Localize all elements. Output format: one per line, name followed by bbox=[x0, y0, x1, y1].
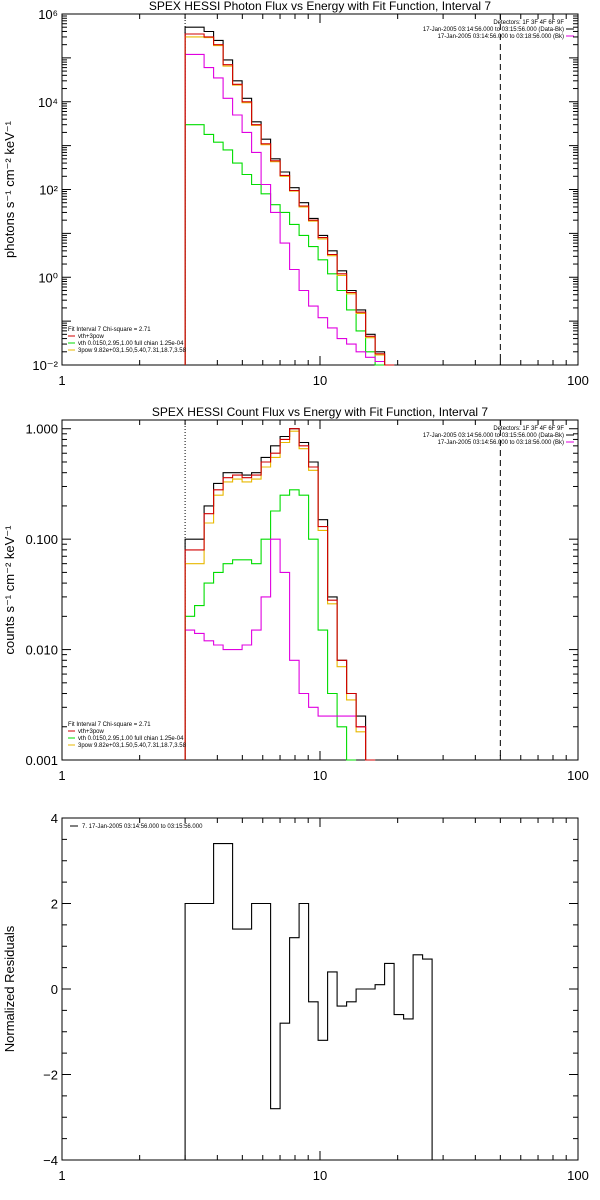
legend-entry: vth 0.0150,2.95,1.00 full chian 1.25e-04 bbox=[78, 341, 184, 347]
y-tick-label: 2 bbox=[51, 897, 58, 912]
y-tick-label: 1.000 bbox=[25, 422, 58, 437]
y-tick-label: 10⁻² bbox=[32, 358, 58, 373]
y-tick-label: 10⁶ bbox=[38, 7, 58, 22]
x-tick-label: 1 bbox=[58, 1168, 65, 1183]
legend-entry: 17-Jan-2005 03:14:56.000 to 03:18:56.000… bbox=[438, 440, 564, 446]
x-tick-label: 1 bbox=[58, 373, 65, 388]
legend-entry: 3pow 9.82e+03,1.50,5.40,7.31,18.7,3.58 bbox=[78, 348, 187, 354]
series-line-2 bbox=[184, 428, 376, 761]
x-tick-label: 100 bbox=[567, 1168, 589, 1183]
series-line-5 bbox=[184, 36, 395, 366]
chart-title: SPEX HESSI Photon Flux vs Energy with Fi… bbox=[149, 0, 491, 13]
legend-entry: 17-Jan-2005 03:14:56.000 to 03:15:56.000… bbox=[423, 27, 564, 33]
legend-entry: vth+3pow bbox=[78, 334, 105, 340]
series-line-4 bbox=[184, 538, 376, 761]
y-tick-label: 0.100 bbox=[25, 532, 58, 547]
y-tick-label: 0 bbox=[51, 982, 58, 997]
series-line-4 bbox=[184, 53, 395, 366]
legend-entry: vth+3pow bbox=[78, 729, 105, 735]
series-line-2 bbox=[184, 33, 395, 366]
y-tick-label: 4 bbox=[51, 811, 58, 826]
chart-panel-1: SPEX HESSI Photon Flux vs Energy with Fi… bbox=[2, 0, 589, 388]
y-axis-label: Normalized Residuals bbox=[2, 925, 17, 1052]
series-line-1 bbox=[184, 843, 433, 1160]
y-tick-label: −2 bbox=[43, 1068, 58, 1083]
y-tick-label: 0.001 bbox=[25, 753, 58, 768]
legend-entry: Detectors: 1F 3F 4F 6F 9F bbox=[493, 20, 564, 26]
chart-panel-2: SPEX HESSI Count Flux vs Energy with Fit… bbox=[2, 405, 589, 783]
series-line-3 bbox=[184, 489, 357, 761]
chart-panel-3: 1 10 100 4 2 0 −2 −4 Normalized Residuals 7. 17-J… bbox=[2, 811, 589, 1183]
y-tick-label: −4 bbox=[43, 1153, 58, 1168]
legend-entry: vth 0.0150,2.95,1.00 full chian 1.25e-04 bbox=[78, 736, 184, 742]
x-tick-label: 100 bbox=[567, 768, 589, 783]
y-tick-label: 10⁰ bbox=[38, 270, 58, 285]
y-tick-label: 10⁴ bbox=[38, 95, 58, 110]
y-axis-label: counts s⁻¹ cm⁻² keV⁻¹ bbox=[2, 525, 17, 655]
x-tick-label: 100 bbox=[567, 373, 589, 388]
series-line-1 bbox=[184, 428, 376, 761]
legend-entry: Fit Interval 7 Chi-square = 2.71 bbox=[68, 327, 151, 333]
x-tick-label: 10 bbox=[313, 373, 327, 388]
legend-entry: 17-Jan-2005 03:14:56.000 to 03:15:56.000… bbox=[423, 433, 564, 439]
x-tick-label: 1 bbox=[58, 768, 65, 783]
y-tick-label: 10² bbox=[39, 183, 58, 198]
y-axis-label: photons s⁻¹ cm⁻² keV⁻¹ bbox=[2, 120, 17, 258]
chart-title: SPEX HESSI Count Flux vs Energy with Fit… bbox=[152, 405, 488, 419]
legend-entry: 3pow 9.82e+03,1.50,5.40,7.31,18.7,3.58 bbox=[78, 743, 187, 749]
plot-frame bbox=[61, 817, 579, 1161]
legend-entry: Fit Interval 7 Chi-square = 2.71 bbox=[68, 722, 151, 728]
legend-entry: 7. 17-Jan-2005 03:14:56.000 to 03:15:56.… bbox=[82, 824, 203, 830]
x-tick-label: 10 bbox=[313, 1168, 327, 1183]
x-tick-label: 10 bbox=[313, 768, 327, 783]
legend-entry: Detectors: 1F 3F 4F 6F 9F bbox=[493, 426, 564, 432]
legend-entry: 17-Jan-2005 03:14:56.000 to 03:18:56.000… bbox=[438, 34, 564, 40]
series-line-5 bbox=[184, 430, 376, 761]
y-tick-label: 0.010 bbox=[25, 643, 58, 658]
